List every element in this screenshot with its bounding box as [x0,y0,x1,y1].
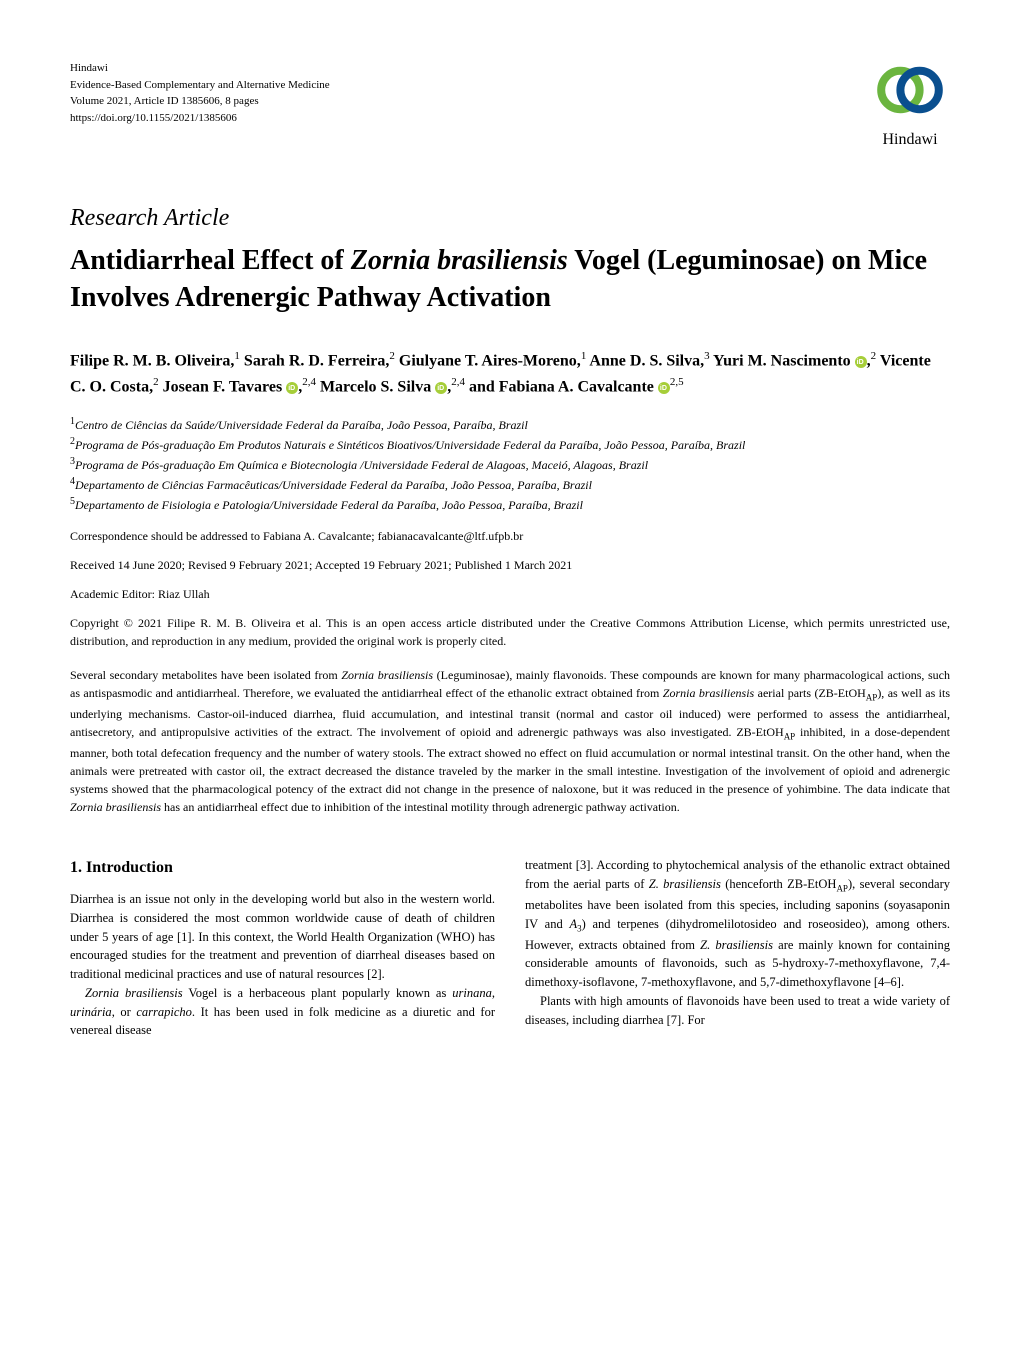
body-columns: 1. Introduction Diarrhea is an issue not… [70,856,950,1040]
intro-paragraph-1: Diarrhea is an issue not only in the dev… [70,890,495,984]
abstract: Several secondary metabolites have been … [70,666,950,816]
logo-text: Hindawi [870,129,950,151]
doi-line: https://doi.org/10.1155/2021/1385606 [70,110,330,127]
affiliations: 1Centro de Ciências da Saúde/Universidad… [70,414,950,514]
intro-paragraph-2: Zornia brasiliensis Vogel is a herbaceou… [70,984,495,1040]
publisher-logo: Hindawi [870,60,950,152]
orcid-icon [435,382,447,394]
publisher-name: Hindawi [70,60,330,77]
header-row: Hindawi Evidence-Based Complementary and… [70,60,950,152]
right-column: treatment [3]. According to phytochemica… [525,856,950,1040]
article-dates: Received 14 June 2020; Revised 9 Februar… [70,557,950,574]
volume-line: Volume 2021, Article ID 1385606, 8 pages [70,93,330,110]
title-species: Zornia brasiliensis [351,245,568,276]
intro-paragraph-3: treatment [3]. According to phytochemica… [525,856,950,992]
affiliation-line: 3Programa de Pós-graduação Em Química e … [70,454,950,474]
academic-editor: Academic Editor: Riaz Ullah [70,586,950,603]
orcid-icon [855,356,867,368]
correspondence: Correspondence should be addressed to Fa… [70,528,950,545]
affiliation-line: 4Departamento de Ciências Farmacêuticas/… [70,474,950,494]
authors-list: Filipe R. M. B. Oliveira,1 Sarah R. D. F… [70,348,950,400]
article-title: Antidiarrheal Effect of Zornia brasilien… [70,243,950,316]
left-column: 1. Introduction Diarrhea is an issue not… [70,856,495,1040]
affiliation-line: 5Departamento de Fisiologia e Patologia/… [70,494,950,514]
hindawi-logo-icon [870,60,950,120]
article-type: Research Article [70,202,950,236]
affiliation-line: 2Programa de Pós-graduação Em Produtos N… [70,434,950,454]
journal-info: Hindawi Evidence-Based Complementary and… [70,60,330,126]
section-heading-introduction: 1. Introduction [70,856,495,880]
orcid-icon [286,382,298,394]
intro-paragraph-4: Plants with high amounts of flavonoids h… [525,992,950,1030]
title-prefix: Antidiarrheal Effect of [70,245,351,276]
orcid-icon [658,382,670,394]
affiliation-line: 1Centro de Ciências da Saúde/Universidad… [70,414,950,434]
copyright-notice: Copyright © 2021 Filipe R. M. B. Oliveir… [70,614,950,650]
journal-name: Evidence-Based Complementary and Alterna… [70,77,330,94]
